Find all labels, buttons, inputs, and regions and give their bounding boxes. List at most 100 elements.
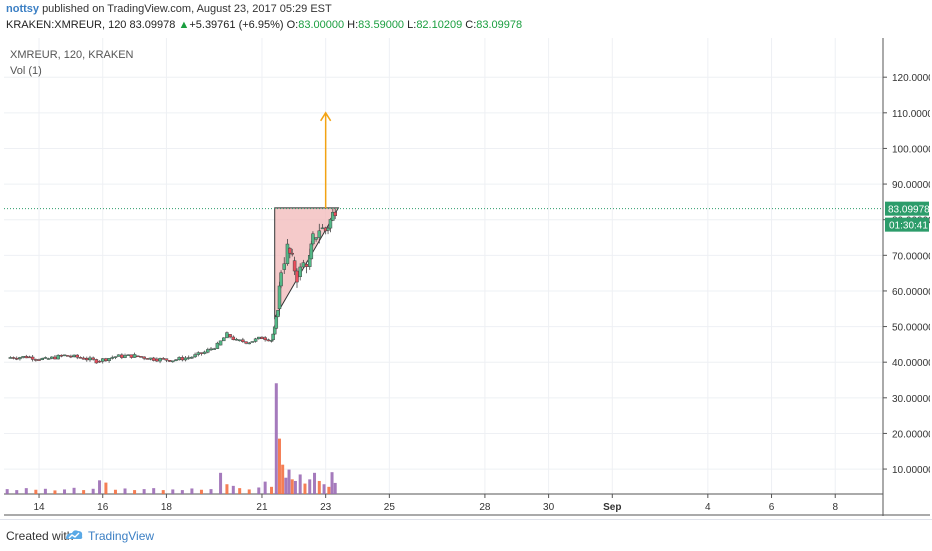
volume-bar [290, 479, 294, 494]
x-tick-label: 23 [320, 502, 332, 513]
volume-bar [190, 488, 194, 494]
volume-bar [238, 488, 242, 494]
volume-bar [180, 490, 184, 494]
candle [180, 357, 185, 361]
countdown-label: 01:30:41 [889, 221, 928, 232]
ohlc-bar: KRAKEN:XMREUR, 120 83.09978 ▲+5.39761 (+… [6, 19, 522, 31]
tradingview-logo-icon[interactable] [64, 528, 84, 547]
candle [59, 354, 64, 357]
volume-bar [15, 490, 19, 494]
candle [56, 354, 60, 360]
volume-bar [82, 490, 86, 494]
volume-bar [72, 487, 76, 494]
volume-bar [209, 489, 213, 494]
candle [304, 263, 309, 267]
y-tick-label: 70.00000 [892, 251, 930, 262]
candle [91, 357, 95, 360]
volume-bar [199, 489, 203, 494]
volume-bar [298, 474, 302, 494]
volume-bar [91, 488, 95, 494]
candle [8, 357, 13, 359]
y-tick-label: 90.00000 [892, 180, 930, 191]
volume-bar [263, 481, 267, 494]
y-tick-label: 120.00000 [892, 73, 930, 84]
candle [285, 243, 290, 264]
close-label: C: [465, 19, 477, 31]
volume-bar [277, 438, 281, 494]
chart-area[interactable]: 120.00000110.00000100.0000090.0000080.00… [4, 38, 932, 516]
candle [40, 357, 44, 360]
candle [113, 356, 118, 358]
candle [116, 354, 121, 357]
last-price: 83.09978 [129, 19, 176, 31]
candle [120, 354, 124, 358]
y-tick-label: 40.00000 [892, 358, 930, 369]
candle [250, 341, 255, 343]
candle [320, 227, 325, 230]
candle [311, 233, 315, 245]
candle [132, 354, 137, 358]
candle [271, 333, 275, 340]
candle [263, 337, 267, 341]
symbol-label: KRAKEN:XMREUR, 120 [6, 19, 127, 31]
candle [333, 211, 337, 217]
volume-legend: Vol (1) [10, 65, 42, 77]
candle [269, 340, 274, 342]
low-label: L: [407, 19, 417, 31]
candle [190, 356, 194, 359]
volume-bar [270, 486, 274, 494]
candle [136, 355, 140, 358]
volume-bar [63, 489, 67, 494]
high-label: H: [347, 19, 359, 31]
candle [266, 339, 271, 342]
publish-info: nottsy published on TradingView.com, Aug… [6, 3, 332, 15]
legend-title: XMREUR, 120, KRAKEN [10, 49, 134, 61]
candle [21, 356, 25, 358]
candle [139, 356, 143, 358]
volume-bar [5, 489, 9, 494]
candle [142, 356, 146, 359]
candle [202, 351, 207, 354]
candle [212, 348, 216, 350]
candle [244, 341, 248, 344]
author-name[interactable]: nottsy [6, 3, 39, 15]
candle [288, 247, 292, 254]
y-tick-label: 100.00000 [892, 144, 930, 155]
volume-bar [123, 488, 127, 494]
candle [65, 355, 70, 357]
candle [69, 355, 73, 358]
x-tick-label: 8 [832, 502, 838, 513]
tradingview-link[interactable]: TradingView [88, 529, 155, 543]
x-tick-label: 16 [97, 502, 109, 513]
candle [253, 338, 258, 342]
candle [186, 357, 191, 359]
candle [164, 358, 169, 361]
volume-bar [24, 488, 28, 494]
candle [295, 270, 299, 283]
volume-bar [225, 484, 229, 494]
price-chart[interactable]: 120.00000110.00000100.0000090.0000080.00… [4, 38, 932, 516]
candle [148, 357, 153, 360]
candle [174, 359, 178, 362]
chart-background [4, 38, 930, 516]
footer: Created with TradingView [0, 519, 932, 551]
volume-bar [317, 480, 321, 494]
candle [107, 358, 111, 361]
volume-bar [98, 480, 102, 494]
candle [257, 336, 261, 340]
candle [277, 285, 282, 309]
volume-bar [171, 489, 175, 494]
candle [199, 352, 204, 354]
price-change: +5.39761 (+6.95%) [189, 19, 284, 31]
x-tick-label: 21 [256, 502, 268, 513]
candle [274, 316, 279, 329]
candle [228, 334, 232, 338]
x-tick-label: 14 [33, 502, 45, 513]
volume-bar [142, 489, 146, 494]
volume-bar [219, 472, 223, 494]
volume-bar [327, 486, 331, 494]
candle [27, 356, 32, 359]
x-tick-label: 6 [769, 502, 775, 513]
candle [260, 336, 264, 339]
y-tick-label: 20.00000 [892, 429, 930, 440]
